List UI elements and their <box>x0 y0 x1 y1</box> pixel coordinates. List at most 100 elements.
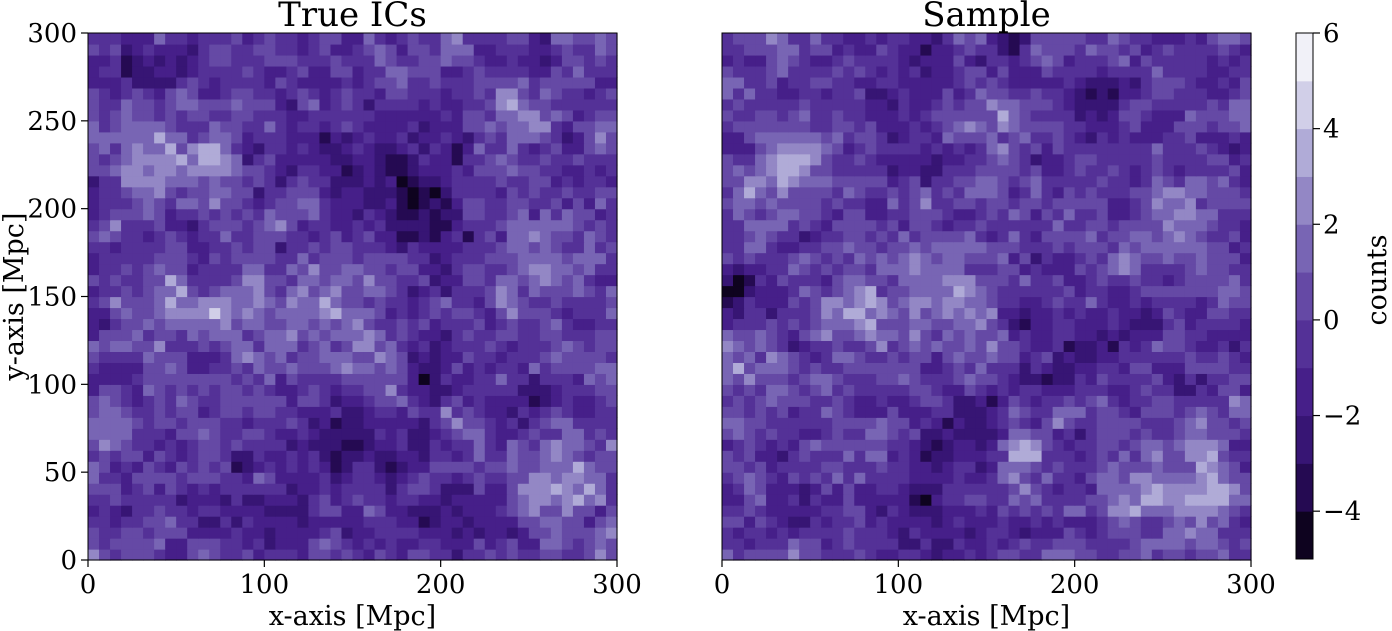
heatmap-cell <box>286 483 298 495</box>
heatmap-cell <box>220 318 232 331</box>
heatmap-cell <box>1052 274 1065 287</box>
heatmap-cell <box>964 131 977 144</box>
heatmap-cell <box>253 472 265 484</box>
heatmap-cell <box>517 307 530 320</box>
heatmap-cell <box>154 417 166 429</box>
heatmap-cell <box>865 373 877 385</box>
heatmap-cell <box>931 43 944 56</box>
heatmap-cell <box>832 450 844 462</box>
heatmap-cell <box>1074 164 1087 177</box>
heatmap-cell <box>231 208 243 221</box>
heatmap-cell <box>154 164 166 177</box>
heatmap-cell <box>440 384 453 396</box>
heatmap-cell <box>165 494 177 506</box>
heatmap-cell <box>876 406 888 418</box>
heatmap-cell <box>121 351 133 363</box>
heatmap-cell <box>572 461 585 473</box>
heatmap-cell <box>1008 120 1021 133</box>
heatmap-cell <box>1217 384 1230 396</box>
heatmap-cell <box>451 43 464 56</box>
heatmap-cell <box>1063 131 1076 144</box>
heatmap-cell <box>451 549 464 561</box>
heatmap-cell <box>473 483 486 495</box>
heatmap-cell <box>777 76 789 89</box>
heatmap-cell <box>550 307 563 320</box>
heatmap-cell <box>385 252 398 265</box>
heatmap-cell <box>209 186 221 199</box>
heatmap-cell <box>975 175 988 188</box>
heatmap-cell <box>1206 505 1219 517</box>
heatmap-cell <box>198 549 210 561</box>
heatmap-cell <box>1129 406 1142 418</box>
heatmap-cell <box>766 131 778 144</box>
heatmap-cell <box>788 549 800 561</box>
heatmap-cell <box>799 461 811 473</box>
heatmap-cell <box>920 450 932 462</box>
heatmap-cell <box>1239 98 1252 111</box>
heatmap-cell <box>788 230 800 243</box>
heatmap-cell <box>777 33 789 45</box>
heatmap-cell <box>722 208 734 221</box>
heatmap-cell <box>1118 439 1131 451</box>
heatmap-cell <box>1063 472 1076 484</box>
heatmap-cell <box>832 87 844 100</box>
heatmap-cell <box>1228 362 1241 374</box>
heatmap-cell <box>220 450 232 462</box>
heatmap-cell <box>220 175 232 188</box>
heatmap-cell <box>887 406 899 418</box>
heatmap-cell <box>722 329 734 342</box>
heatmap-cell <box>722 98 734 111</box>
heatmap-cell <box>275 208 287 221</box>
heatmap-cell <box>964 395 977 407</box>
heatmap-cell <box>722 54 734 67</box>
heatmap-cell <box>550 142 563 155</box>
heatmap-cell <box>942 164 955 177</box>
heatmap-cell <box>766 142 778 155</box>
heatmap-cell <box>374 208 387 221</box>
heatmap-cell <box>319 362 332 374</box>
heatmap-cell <box>462 318 475 331</box>
heatmap-cell <box>766 428 778 440</box>
heatmap-cell <box>1129 384 1142 396</box>
heatmap-cell <box>506 395 519 407</box>
heatmap-cell <box>341 197 354 210</box>
heatmap-cell <box>997 98 1010 111</box>
heatmap-cell <box>275 395 287 407</box>
heatmap-cell <box>110 33 122 45</box>
heatmap-cell <box>242 153 254 166</box>
heatmap-cell <box>198 340 210 352</box>
heatmap-cell <box>1074 417 1087 429</box>
heatmap-cell <box>1118 494 1131 506</box>
heatmap-cell <box>396 373 409 385</box>
heatmap-cell <box>209 43 221 56</box>
heatmap-cell <box>363 373 376 385</box>
heatmap-cell <box>110 263 122 276</box>
heatmap-cell <box>352 109 365 122</box>
heatmap-cell <box>143 33 155 45</box>
heatmap-cell <box>594 340 607 352</box>
heatmap-cell <box>99 516 111 528</box>
heatmap-cell <box>110 241 122 254</box>
heatmap-cells-1 <box>88 33 618 561</box>
heatmap-cell <box>1019 197 1032 210</box>
heatmap-cell <box>308 153 321 166</box>
heatmap-cell <box>231 230 243 243</box>
heatmap-cell <box>462 505 475 517</box>
heatmap-cell <box>275 175 287 188</box>
heatmap-cell <box>275 296 287 309</box>
heatmap-cell <box>744 373 756 385</box>
heatmap-cell <box>352 373 365 385</box>
heatmap-cell <box>451 307 464 320</box>
heatmap-cell <box>931 318 944 331</box>
heatmap-cell <box>506 109 519 122</box>
heatmap-cell <box>1096 450 1109 462</box>
heatmap-cell <box>572 307 585 320</box>
heatmap-cell <box>253 164 265 177</box>
heatmap-cell <box>1074 208 1087 221</box>
heatmap-cell <box>1173 98 1186 111</box>
heatmap-cell <box>1217 516 1230 528</box>
heatmap-cell <box>1008 483 1021 495</box>
heatmap-cell <box>242 219 254 232</box>
heatmap-cell <box>88 362 100 374</box>
heatmap-cell <box>605 439 618 451</box>
